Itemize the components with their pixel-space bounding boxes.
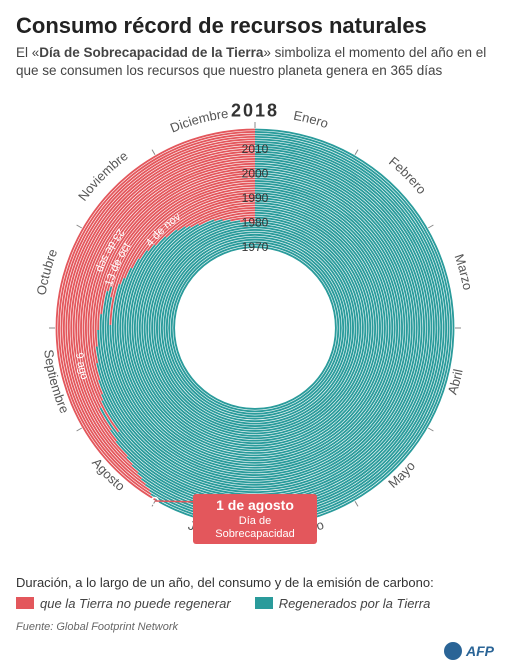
legend: que la Tierra no puede regenerar Regenera…	[16, 596, 494, 611]
year-label: 2000	[242, 166, 269, 180]
year-label: 2018	[231, 100, 279, 120]
month-label: Noviembre	[75, 148, 131, 204]
month-tick	[77, 428, 82, 431]
subtitle: El «Día de Sobrecapacidad de la Tierra» …	[16, 44, 494, 80]
month-tick	[428, 225, 433, 228]
year-label: 1990	[242, 191, 269, 205]
month-label: Diciembre	[168, 105, 229, 135]
month-tick	[77, 225, 82, 228]
source: Fuente: Global Footprint Network	[16, 621, 494, 633]
legend-label: que la Tierra no puede regenerar	[40, 596, 231, 611]
month-label: Febrero	[386, 153, 429, 196]
month-tick	[152, 149, 155, 154]
callout-sub: Día de	[239, 515, 271, 527]
legend-swatch	[255, 597, 273, 609]
radial-chart: EneroFebreroMarzoAbrilMayoJunioJulioAgos…	[16, 89, 494, 567]
ring-red	[110, 182, 255, 324]
legend-title: Duración, a lo largo de un año, del cons…	[16, 575, 494, 590]
year-label: 1970	[242, 240, 269, 254]
year-label: 1980	[242, 215, 269, 229]
subtitle-bold: Día de Sobrecapacidad de la Tierra	[39, 45, 263, 60]
subtitle-prefix: El «	[16, 45, 39, 60]
month-label: Septiembre	[41, 348, 72, 415]
month-tick	[355, 501, 358, 506]
logo-text: AFP	[466, 643, 494, 659]
month-tick	[355, 149, 358, 154]
legend-item: Regenerados por la Tierra	[255, 596, 431, 611]
month-label: Enero	[292, 107, 330, 131]
legend-swatch	[16, 597, 34, 609]
legend-label: Regenerados por la Tierra	[279, 596, 431, 611]
legend-item: que la Tierra no puede regenerar	[16, 596, 231, 611]
month-label: Octubre	[34, 247, 61, 296]
callout-title: 1 de agosto	[216, 497, 294, 513]
logo-icon	[444, 642, 462, 660]
logo: AFP	[444, 642, 494, 660]
year-label: 2010	[242, 142, 269, 156]
callout-sub: Sobrecapacidad	[215, 528, 295, 540]
page-title: Consumo récord de recursos naturales	[16, 14, 494, 38]
month-label: Marzo	[452, 252, 476, 291]
month-tick	[428, 428, 433, 431]
